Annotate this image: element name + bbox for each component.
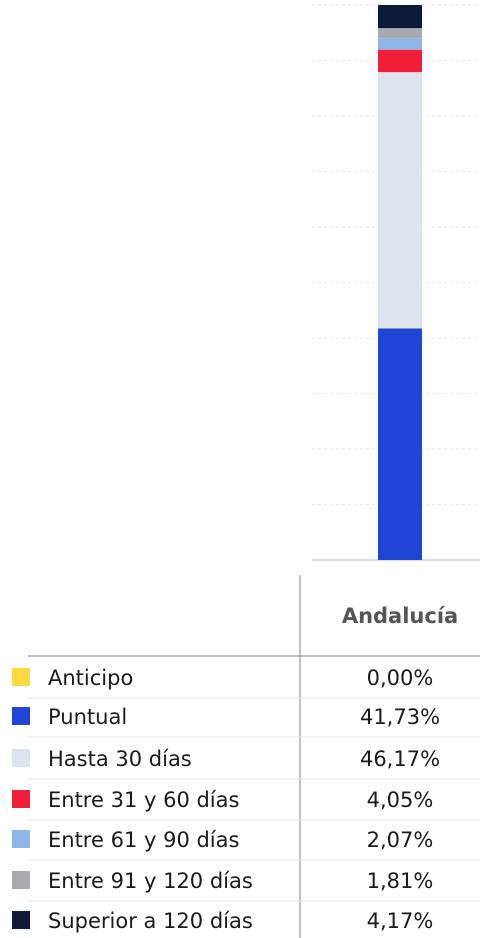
- value-label: 1,81%: [367, 869, 434, 893]
- value-label: 2,07%: [367, 828, 434, 852]
- legend-label: Entre 31 y 60 días: [48, 788, 239, 812]
- legend-swatch: [12, 790, 30, 808]
- legend-swatch: [12, 911, 30, 929]
- bar-segment: [378, 28, 422, 39]
- legend-label: Anticipo: [48, 666, 133, 690]
- legend-label: Entre 61 y 90 días: [48, 828, 239, 852]
- legend-label: Puntual: [48, 705, 127, 729]
- legend-label: Superior a 120 días: [48, 909, 253, 933]
- value-label: 41,73%: [360, 705, 440, 729]
- legend-label: Entre 91 y 120 días: [48, 869, 253, 893]
- value-label: 4,05%: [367, 788, 434, 812]
- bar-segment: [378, 49, 422, 73]
- legend-swatch: [12, 871, 30, 889]
- legend-swatch: [12, 668, 30, 686]
- value-label: 0,00%: [367, 666, 434, 690]
- value-label: 46,17%: [360, 747, 440, 771]
- bar-segment: [378, 328, 422, 560]
- legend-swatch: [12, 830, 30, 848]
- bar-segment: [378, 38, 422, 50]
- column-header: Andalucía: [342, 604, 458, 628]
- legend-swatch: [12, 707, 30, 725]
- bar-segment: [378, 5, 422, 29]
- value-label: 4,17%: [367, 909, 434, 933]
- legend-label: Hasta 30 días: [48, 747, 192, 771]
- legend-swatch: [12, 749, 30, 767]
- bar-segment: [378, 72, 422, 329]
